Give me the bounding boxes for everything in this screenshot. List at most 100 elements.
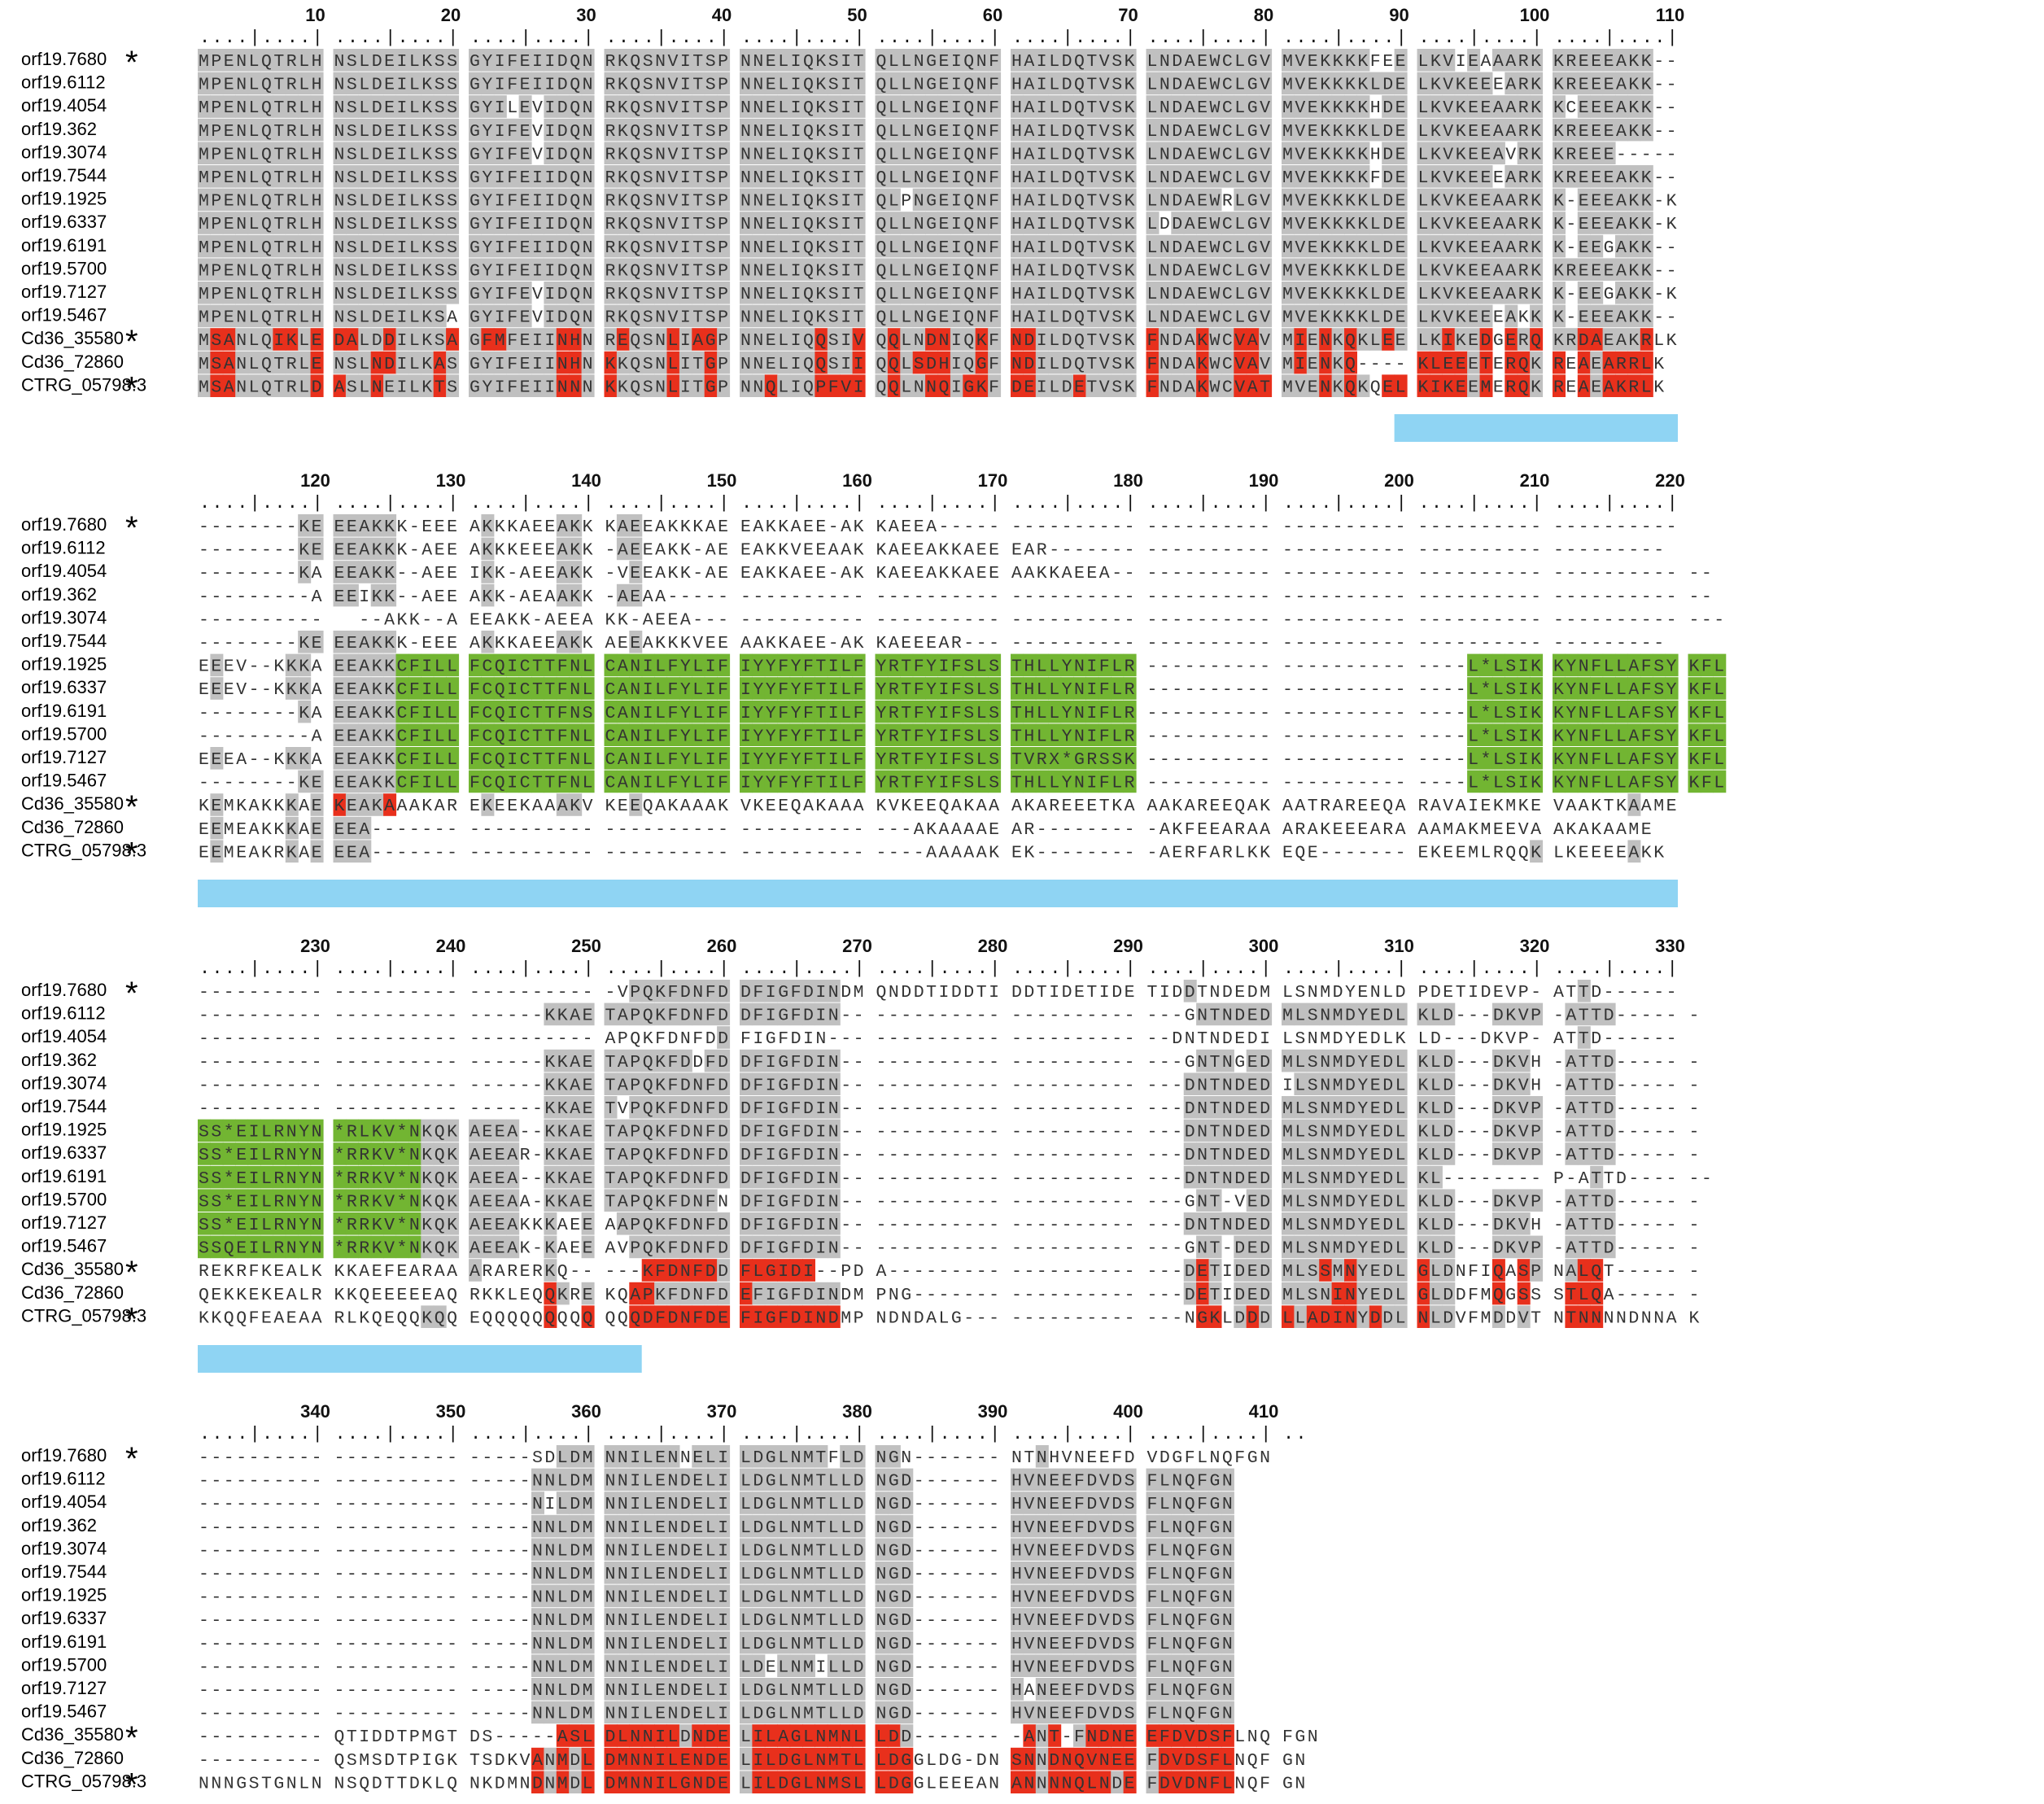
residue: - (1295, 564, 1305, 583)
residue: I (532, 355, 543, 374)
residue: D (312, 378, 322, 397)
residue-highlight (506, 49, 520, 72)
residue: - (1247, 657, 1258, 677)
ruler-tick: . (1308, 28, 1319, 48)
residue: K (1531, 355, 1541, 374)
residue: A (447, 308, 457, 328)
residue: A (1185, 355, 1195, 374)
residue: A (1493, 122, 1504, 142)
residue: - (1282, 541, 1293, 561)
residue: K (1418, 378, 1429, 397)
position-number: 150 (707, 470, 737, 491)
residue: L (778, 52, 788, 72)
ruler-tick: | (927, 28, 937, 48)
residue: E (347, 518, 357, 537)
ruler-tick: . (779, 493, 789, 513)
residue: - (1553, 518, 1564, 537)
residue: F (507, 355, 518, 374)
residue: D (372, 122, 382, 142)
residue: A (643, 610, 653, 630)
residue: L (901, 331, 911, 351)
residue-highlight (531, 49, 544, 72)
residue: I (841, 168, 851, 188)
residue: I (841, 122, 851, 142)
residue: D (557, 145, 568, 164)
residue: L (435, 704, 445, 723)
residue: - (261, 564, 272, 583)
residue: K (618, 308, 628, 328)
residue: E (334, 657, 345, 677)
residue: V (1260, 168, 1270, 188)
residue: Q (963, 122, 974, 142)
residue: - (1456, 610, 1466, 630)
residue: - (224, 704, 234, 723)
residue: A (939, 634, 950, 653)
residue: H (312, 192, 322, 212)
residue: - (1197, 518, 1208, 537)
residue: G (963, 378, 974, 397)
residue: N (630, 657, 640, 677)
alignment-row: orf19.7544 M P E N L Q T R L H N S L D E I L K S S G Y I F E I I D Q N… (21, 165, 1677, 188)
residue: I (397, 355, 408, 374)
residue: V (1295, 238, 1305, 258)
residue: N (976, 76, 987, 95)
residue: N (740, 215, 751, 234)
residue: - (507, 588, 518, 607)
residue: I (680, 285, 691, 304)
residue: H (1024, 704, 1034, 723)
residue: D (1024, 355, 1034, 374)
residue: I (1518, 657, 1529, 677)
ruler-tick: . (693, 493, 704, 513)
residue: - (1418, 564, 1429, 583)
residue: I (532, 215, 543, 234)
residue: V (668, 122, 679, 142)
residue: V (1260, 261, 1270, 281)
residue: N (1160, 331, 1170, 351)
residue: K (507, 610, 518, 630)
residue: N (1579, 657, 1589, 677)
residue: - (299, 588, 309, 607)
residue: N (1011, 331, 1022, 351)
residue: - (1295, 634, 1305, 653)
residue: - (1172, 588, 1182, 607)
residue: R (1125, 680, 1135, 700)
residue: S (347, 122, 357, 142)
residue: V (1260, 331, 1270, 351)
residue: Q (1345, 331, 1356, 351)
residue: - (963, 518, 974, 537)
ruler-tick: . (1617, 28, 1627, 48)
residue: E (421, 634, 432, 653)
residue: L (1234, 122, 1245, 142)
residue: N (740, 192, 751, 212)
residue: A (1024, 285, 1034, 304)
residue: - (1443, 680, 1453, 700)
residue: C (1222, 261, 1233, 281)
residue: K (1616, 378, 1627, 397)
residue: K (1357, 331, 1368, 351)
residue: H (312, 168, 322, 188)
residue: - (1333, 588, 1343, 607)
residue-highlight (1098, 49, 1112, 72)
residue: N (236, 331, 247, 351)
residue: I (705, 680, 716, 700)
residue: S (643, 192, 653, 212)
residue: V (841, 378, 851, 397)
residue: K (372, 588, 382, 607)
residue: L (778, 261, 788, 281)
residue: I (951, 168, 962, 188)
residue: - (828, 564, 839, 583)
residue: N (1160, 355, 1170, 374)
residue: E (532, 518, 543, 537)
residue: - (409, 518, 420, 537)
residue: K (1641, 168, 1652, 188)
residue: Q (261, 168, 272, 188)
residue: D (1172, 98, 1182, 118)
residue: - (1049, 518, 1059, 537)
residue: E (1197, 192, 1208, 212)
residue: K (1320, 168, 1330, 188)
residue-highlight (963, 49, 976, 72)
residue: K (1666, 285, 1677, 304)
residue: - (1357, 657, 1368, 677)
ruler-tick: . (669, 493, 679, 513)
residue: L (1049, 308, 1059, 328)
